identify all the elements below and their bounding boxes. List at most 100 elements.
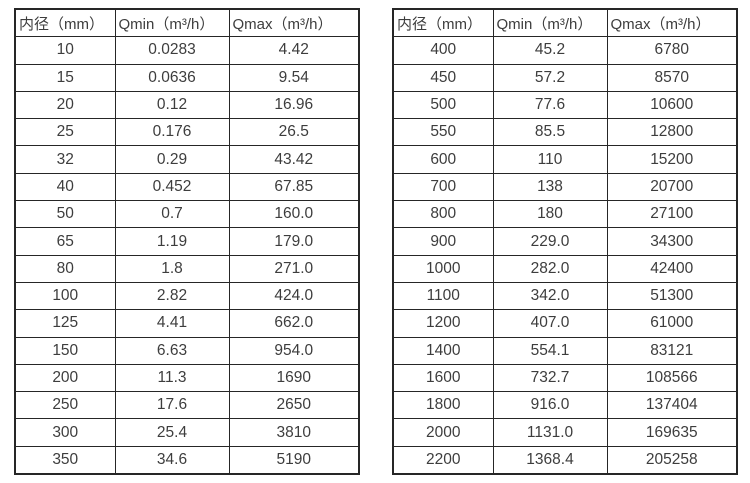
qmin-cell: 0.12 <box>114 90 230 120</box>
diameter-cell: 900 <box>392 227 494 256</box>
table-row: 900 229.0 34300 <box>392 227 738 256</box>
table-row: 125 4.41 662.0 <box>14 309 360 338</box>
qmax-cell: 15200 <box>606 145 738 174</box>
qmax-cell: 8570 <box>606 63 738 92</box>
table-row: 700 138 20700 <box>392 172 738 202</box>
diameter-cell: 10 <box>14 36 116 65</box>
qmin-cell: 57.2 <box>492 63 608 92</box>
table-row: 350 34.6 5190 <box>14 445 360 475</box>
qmin-cell: 282.0 <box>492 254 608 283</box>
qmin-cell: 0.452 <box>114 172 230 202</box>
qmin-cell: 25.4 <box>114 418 230 447</box>
table-row: 400 45.2 6780 <box>392 36 738 65</box>
diameter-cell: 1600 <box>392 363 494 393</box>
table-row: 300 25.4 3810 <box>14 418 360 447</box>
table-row: 1000 282.0 42400 <box>392 254 738 283</box>
qmax-cell: 67.85 <box>228 172 360 202</box>
table-row: 250 17.6 2650 <box>14 391 360 420</box>
qmin-cell: 4.41 <box>114 309 230 338</box>
qmax-cell: 662.0 <box>228 309 360 338</box>
qmax-cell: 4.42 <box>228 36 360 65</box>
table-row: 40 0.452 67.85 <box>14 172 360 202</box>
diameter-cell: 40 <box>14 172 116 202</box>
qmin-cell: 34.6 <box>114 445 230 475</box>
diameter-cell: 400 <box>392 36 494 65</box>
qmin-cell: 407.0 <box>492 309 608 338</box>
diameter-cell: 550 <box>392 118 494 147</box>
qmin-cell: 77.6 <box>492 90 608 120</box>
qmax-cell: 179.0 <box>228 227 360 256</box>
header-row: 内径（mm） Qmin（m³/h） Qmax（m³/h） <box>14 8 360 38</box>
diameter-cell: 600 <box>392 145 494 174</box>
qmax-cell: 3810 <box>228 418 360 447</box>
header-qmin: Qmin（m³/h） <box>492 8 608 38</box>
qmin-cell: 916.0 <box>492 391 608 420</box>
qmax-cell: 43.42 <box>228 145 360 174</box>
table-row: 2200 1368.4 205258 <box>392 445 738 475</box>
qmax-cell: 205258 <box>606 445 738 475</box>
table-row: 1800 916.0 137404 <box>392 391 738 420</box>
table-row: 450 57.2 8570 <box>392 63 738 92</box>
qmax-cell: 61000 <box>606 309 738 338</box>
diameter-cell: 200 <box>14 363 116 393</box>
qmin-cell: 110 <box>492 145 608 174</box>
qmax-cell: 51300 <box>606 281 738 311</box>
qmin-cell: 17.6 <box>114 391 230 420</box>
header-qmin: Qmin（m³/h） <box>114 8 230 38</box>
table-row: 15 0.0636 9.54 <box>14 63 360 92</box>
diameter-cell: 800 <box>392 200 494 229</box>
qmax-cell: 16.96 <box>228 90 360 120</box>
flow-table-large-diameters: 内径（mm） Qmin（m³/h） Qmax（m³/h） 400 45.2 6780… <box>392 8 738 476</box>
qmax-cell: 271.0 <box>228 254 360 283</box>
table-row: 20 0.12 16.96 <box>14 90 360 120</box>
qmax-cell: 6780 <box>606 36 738 65</box>
qmax-cell: 137404 <box>606 391 738 420</box>
qmax-cell: 5190 <box>228 445 360 475</box>
diameter-cell: 350 <box>14 445 116 475</box>
diameter-cell: 250 <box>14 391 116 420</box>
qmin-cell: 11.3 <box>114 363 230 393</box>
table-row: 600 110 15200 <box>392 145 738 174</box>
table-row: 1200 407.0 61000 <box>392 309 738 338</box>
diameter-cell: 2000 <box>392 418 494 447</box>
qmin-cell: 732.7 <box>492 363 608 393</box>
qmax-cell: 20700 <box>606 172 738 202</box>
qmax-cell: 108566 <box>606 363 738 393</box>
table-row: 200 11.3 1690 <box>14 363 360 393</box>
diameter-cell: 50 <box>14 200 116 229</box>
diameter-cell: 1000 <box>392 254 494 283</box>
table-row: 150 6.63 954.0 <box>14 336 360 365</box>
table-row: 50 0.7 160.0 <box>14 200 360 229</box>
header-inner-diameter: 内径（mm） <box>392 8 494 38</box>
qmax-cell: 424.0 <box>228 281 360 311</box>
table-row: 550 85.5 12800 <box>392 118 738 147</box>
diameter-cell: 1200 <box>392 309 494 338</box>
diameter-cell: 80 <box>14 254 116 283</box>
table-row: 65 1.19 179.0 <box>14 227 360 256</box>
diameter-cell: 15 <box>14 63 116 92</box>
qmin-cell: 45.2 <box>492 36 608 65</box>
table-row: 1100 342.0 51300 <box>392 281 738 311</box>
qmax-cell: 954.0 <box>228 336 360 365</box>
qmax-cell: 9.54 <box>228 63 360 92</box>
qmax-cell: 26.5 <box>228 118 360 147</box>
qmin-cell: 1.8 <box>114 254 230 283</box>
qmin-cell: 0.0636 <box>114 63 230 92</box>
diameter-cell: 1400 <box>392 336 494 365</box>
table-row: 1400 554.1 83121 <box>392 336 738 365</box>
diameter-cell: 1100 <box>392 281 494 311</box>
diameter-cell: 100 <box>14 281 116 311</box>
header-qmax: Qmax（m³/h） <box>606 8 738 38</box>
qmin-cell: 1131.0 <box>492 418 608 447</box>
header-row: 内径（mm） Qmin（m³/h） Qmax（m³/h） <box>392 8 738 38</box>
qmax-cell: 12800 <box>606 118 738 147</box>
qmin-cell: 0.29 <box>114 145 230 174</box>
qmax-cell: 1690 <box>228 363 360 393</box>
table-row: 2000 1131.0 169635 <box>392 418 738 447</box>
diameter-cell: 150 <box>14 336 116 365</box>
diameter-cell: 2200 <box>392 445 494 475</box>
table-row: 80 1.8 271.0 <box>14 254 360 283</box>
qmin-cell: 342.0 <box>492 281 608 311</box>
diameter-cell: 32 <box>14 145 116 174</box>
